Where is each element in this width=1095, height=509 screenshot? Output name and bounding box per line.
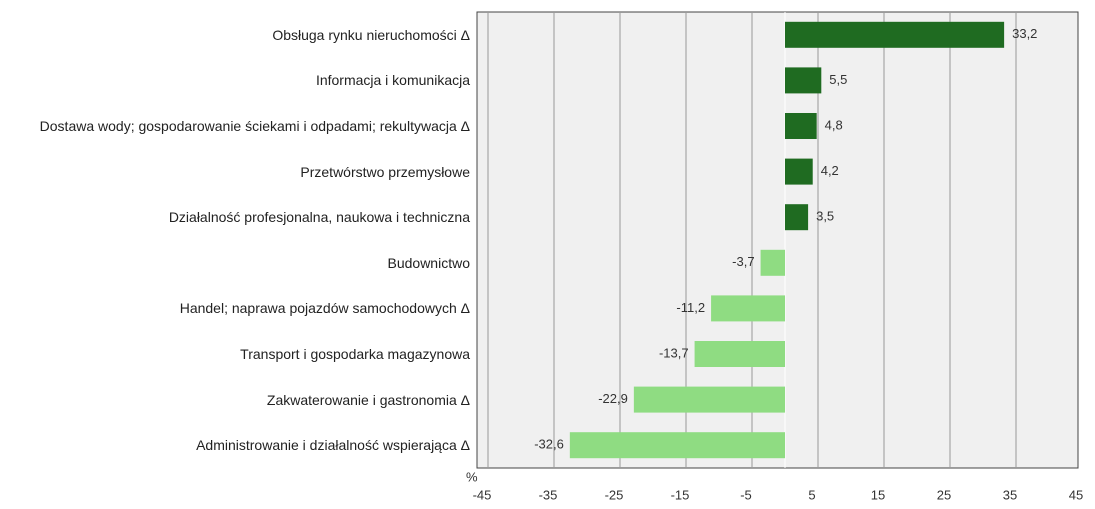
x-tick-label: 5 [808,487,815,502]
bar [694,341,785,367]
x-tick-label: -25 [605,487,624,502]
x-tick-label: 15 [871,487,885,502]
category-label: Administrowanie i działalność wspierając… [196,437,470,454]
category-label: Informacja i komunikacja [315,72,470,89]
bar [569,432,785,459]
category-label: Obsługa rynku nieruchomości Δ [272,26,470,43]
category-label: Zakwaterowanie i gastronomia Δ [266,391,470,408]
x-tick-label: -35 [539,487,558,502]
value-label: -22,9 [598,391,628,406]
bar [785,113,817,139]
value-label: 5,5 [829,72,847,87]
x-tick-label: 35 [1003,487,1017,502]
bar [785,204,809,231]
x-axis-label: % [466,469,478,484]
x-tick-label: -45 [473,487,492,502]
bar [711,295,785,322]
category-label: Dostawa wody; gospodarowanie ściekami i … [39,118,470,134]
category-label: Działalność profesjonalna, naukowa i tec… [168,209,470,226]
value-label: 3,5 [816,209,834,224]
x-tick-label: -15 [671,487,690,502]
x-tick-label: 45 [1069,487,1083,502]
value-label: 4,2 [821,163,839,178]
category-label: Transport i gospodarka magazynowa [240,346,470,362]
bar [785,67,822,94]
value-label: -13,7 [659,345,689,360]
x-tick-label: 25 [937,487,951,502]
x-tick-label: -5 [740,487,752,502]
value-label: 33,2 [1012,26,1037,41]
bar [633,386,785,413]
category-label: Budownictwo [387,254,471,271]
category-label: Handel; naprawa pojazdów samochodowych Δ [179,300,470,317]
bar [785,158,813,185]
value-label: -3,7 [732,254,754,269]
bar [785,21,1005,48]
category-label: Przetwórstwo przemysłowe [300,163,470,180]
value-label: -11,2 [676,300,705,315]
bar [760,249,785,276]
value-label: -32,6 [534,437,564,452]
value-label: 4,8 [825,117,843,132]
